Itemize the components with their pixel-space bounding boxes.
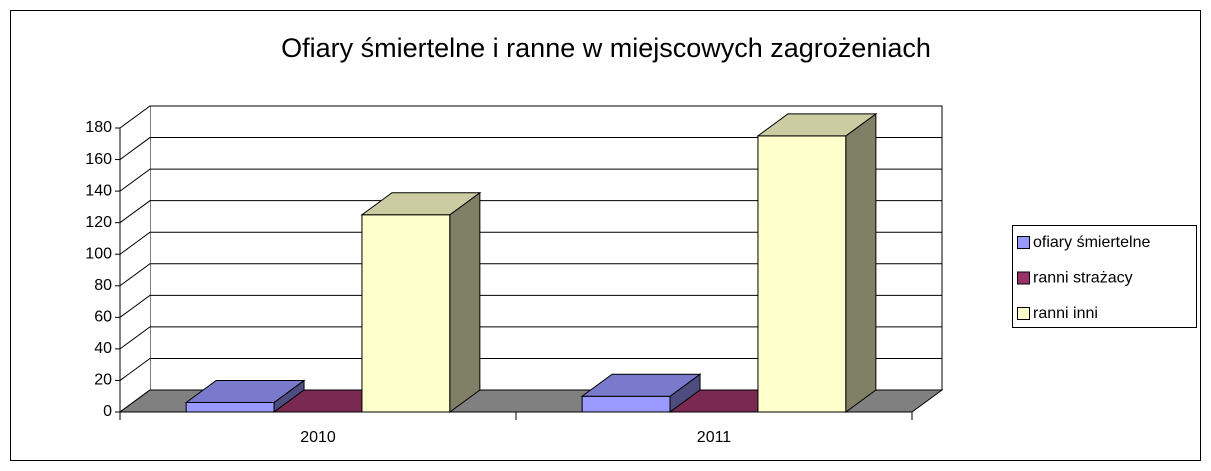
- grid-line: [119, 137, 942, 160]
- bar-top: [580, 373, 702, 397]
- grid-line: [119, 231, 942, 255]
- legend-label: ranni inni: [1033, 305, 1098, 322]
- bar: [184, 379, 306, 413]
- y-tick-label: 140: [85, 182, 112, 199]
- side-wall: [120, 106, 150, 412]
- bar-top: [756, 113, 878, 137]
- legend-swatch: [1017, 236, 1030, 249]
- y-tick-label: 20: [94, 372, 112, 389]
- y-tick-label: 60: [94, 309, 112, 326]
- legend-label: ranni strażacy: [1033, 270, 1133, 287]
- y-tick-label: 180: [85, 119, 112, 136]
- bar-top: [184, 380, 306, 404]
- grid-line: [119, 294, 942, 318]
- legend-swatch: [1017, 271, 1030, 285]
- y-tick-label: 100: [85, 245, 112, 262]
- chart-title: Ofiary śmiertelne i ranne w miejscowych …: [281, 33, 931, 63]
- bar: [756, 112, 878, 413]
- bar-front: [185, 402, 275, 413]
- bar-side: [449, 191, 481, 413]
- bar-front: [361, 214, 451, 413]
- y-tick-label: 40: [94, 340, 112, 357]
- y-tick-label: 160: [85, 151, 112, 168]
- legend-label: ofiary śmiertelne: [1033, 234, 1150, 251]
- bar-top: [360, 192, 482, 216]
- bar: [360, 191, 482, 413]
- y-tick-label: 80: [94, 277, 112, 294]
- bar-front: [581, 395, 671, 413]
- x-tick-label: 2010: [300, 429, 336, 446]
- y-tick-label: 120: [85, 214, 112, 231]
- legend-swatch: [1017, 307, 1030, 320]
- grid-line: [119, 105, 942, 129]
- legend-box: [1012, 225, 1197, 328]
- grid-line: [119, 357, 942, 381]
- grid-line: [119, 168, 942, 192]
- grid-line: [119, 326, 942, 350]
- bar-side: [845, 112, 877, 413]
- y-tick-label: 0: [103, 403, 112, 420]
- grid-line: [119, 200, 942, 224]
- bar-front: [757, 135, 847, 413]
- grid-line: [119, 263, 942, 287]
- bar: [580, 373, 702, 413]
- x-tick-label: 2011: [697, 429, 732, 446]
